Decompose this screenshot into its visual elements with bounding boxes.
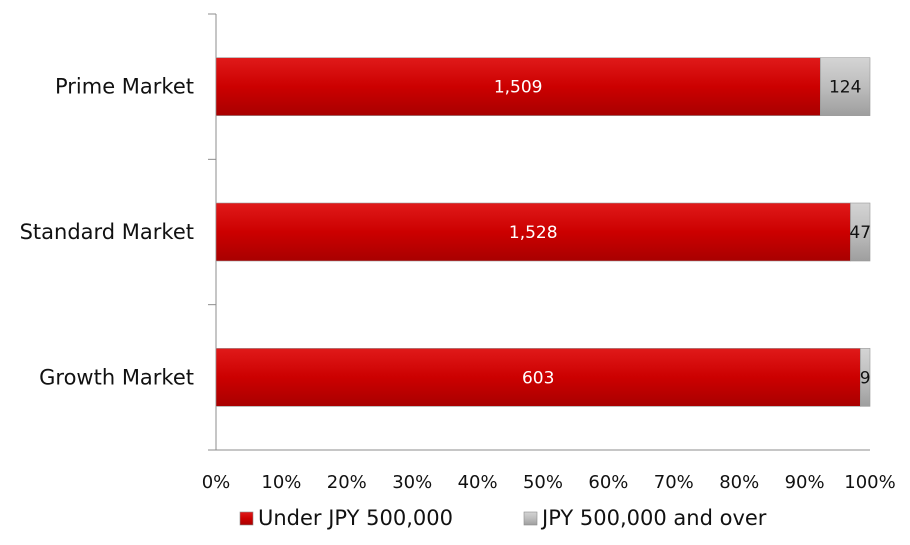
labels: Prime Market 1,509 124 Standard Market 1,528… [20, 75, 871, 390]
bar-segment [215, 202, 851, 262]
x-tick-label: 90% [785, 472, 825, 493]
x-tick-label: 60% [588, 472, 628, 493]
category-label: Standard Market [20, 220, 194, 244]
x-tick-label: 50% [523, 472, 563, 493]
bar-segment [215, 348, 861, 407]
data-label: 1,509 [494, 78, 543, 98]
bar-segment [850, 202, 871, 262]
bar-segment [860, 348, 871, 407]
x-tick-label: 30% [392, 472, 432, 493]
bar-segment [215, 57, 821, 116]
legend-swatch [239, 511, 254, 526]
legend: Under JPY 500,000 JPY 500,000 and over [239, 506, 767, 530]
x-tick-label: 40% [458, 472, 498, 493]
data-label: 124 [829, 78, 861, 98]
data-label: 1,528 [509, 223, 558, 243]
data-label: 47 [849, 223, 871, 243]
x-tick-label: 70% [654, 472, 694, 493]
category-label: Growth Market [39, 365, 194, 389]
x-tick-label: 100% [844, 472, 895, 493]
data-label: 603 [522, 368, 554, 388]
legend-label: Under JPY 500,000 [258, 506, 453, 530]
category-label: Prime Market [55, 75, 194, 99]
data-label: 9 [860, 368, 871, 388]
legend-label: JPY 500,000 and over [540, 506, 767, 530]
legend-swatch [523, 511, 538, 526]
x-tick-label: 10% [261, 472, 301, 493]
bars [215, 57, 871, 407]
bar-segment [820, 57, 871, 116]
x-tick-label: 0% [202, 472, 231, 493]
x-tick-label: 80% [719, 472, 759, 493]
axes: 0% 10% 20% 30% 40% 50% 60% 70% 80% 90% 100% [202, 13, 896, 493]
x-tick-label: 20% [327, 472, 367, 493]
